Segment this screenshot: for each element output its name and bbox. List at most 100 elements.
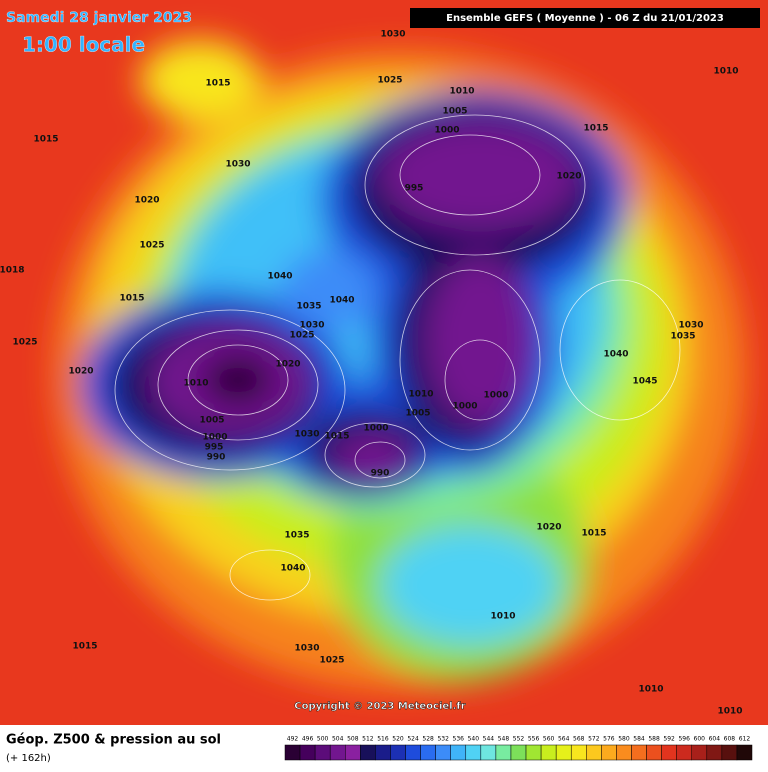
isobar-label: 1040: [267, 272, 292, 282]
isobar-label: 1005: [405, 409, 430, 419]
colorbar-tick-label: 560: [543, 736, 555, 743]
colorbar-tick-label: 584: [633, 736, 645, 743]
isobar-label: 995: [205, 443, 224, 453]
colorbar-swatch: [465, 744, 482, 761]
isobar-label: 1025: [12, 338, 37, 348]
colorbar-tick-label: 564: [558, 736, 570, 743]
isobar-label: 1020: [134, 196, 159, 206]
isobar-label: 1000: [452, 402, 477, 412]
isobar-label: 1015: [119, 294, 144, 304]
isobar-label: 1020: [536, 523, 561, 533]
colorbar-swatch: [646, 744, 662, 761]
colorbar-tick-label: 600: [694, 736, 706, 743]
isobar-label: 1010: [449, 87, 474, 97]
isobar-label: 1030: [678, 321, 703, 331]
lead-time: (+ 162h): [6, 753, 51, 764]
colorbar-swatch: [691, 744, 708, 761]
isobar-label: 995: [405, 184, 424, 194]
colorbar-swatch: [706, 744, 723, 761]
colorbar-tick-label: 576: [603, 736, 615, 743]
isobar-label: 1010: [717, 707, 742, 717]
isobar-label: 1015: [72, 642, 97, 652]
isobar-label: 1045: [632, 377, 657, 387]
colorbar-swatch: [329, 744, 346, 761]
colorbar-swatch: [525, 744, 542, 761]
isobar-label: 1030: [225, 160, 250, 170]
colorbar-tick-label: 504: [332, 736, 344, 743]
colorbar-swatch: [721, 744, 738, 761]
colorbar-tick-label: 516: [377, 736, 389, 743]
colorbar-swatch: [495, 744, 512, 761]
model-box: [410, 8, 760, 28]
isobar-label: 1010: [638, 685, 663, 695]
isobar-label: 1015: [205, 79, 230, 89]
isobar-label: 990: [371, 469, 390, 479]
colorbar-swatch: [314, 744, 331, 761]
isobar-label: 1005: [442, 107, 467, 117]
isobar-label: 1015: [581, 529, 606, 539]
isobar-label: 1025: [289, 331, 314, 341]
colorbar-swatch: [661, 744, 677, 761]
colorbar-tick-label: 608: [724, 736, 736, 743]
colorbar-tick-label: 536: [453, 736, 465, 743]
colorbar-tick-label: 512: [362, 736, 374, 743]
isobar-label: 1025: [377, 76, 402, 86]
colorbar-tick-label: 556: [528, 736, 540, 743]
colorbar-tick-label: 548: [498, 736, 510, 743]
colorbar-tick-label: 604: [709, 736, 721, 743]
isobar-label: 1015: [583, 124, 608, 134]
isobar-label: 1035: [296, 302, 321, 312]
colorbar-swatch: [555, 744, 572, 761]
isobar-label: 1030: [294, 430, 319, 440]
colorbar-swatch: [360, 744, 376, 761]
isobar-label: 1025: [319, 656, 344, 666]
isobar-label: 1010: [408, 390, 433, 400]
colorbar-tick-label: 580: [618, 736, 630, 743]
colorbar-swatch: [676, 744, 692, 761]
isobar-label: 1005: [199, 416, 224, 426]
isobar-label: 1010: [713, 67, 738, 77]
isobar-label: 1018: [0, 266, 25, 276]
colorbar-tick-label: 496: [302, 736, 314, 743]
colorbar-swatch: [616, 744, 632, 761]
isobar-label: 1030: [294, 644, 319, 654]
footer-title: Géop. Z500 & pression au sol: [6, 733, 221, 748]
isobar-label: 1035: [670, 332, 695, 342]
colorbar-tick-label: 492: [287, 736, 299, 743]
colorbar-swatch: [345, 744, 361, 761]
isobar-label: 1020: [68, 367, 93, 377]
isobar-label: 990: [207, 453, 226, 463]
isobar-label: 1015: [33, 135, 58, 145]
isobar-label: 1040: [603, 350, 628, 360]
isobar-label: 1030: [299, 321, 324, 331]
copyright: Copyright © 2023 Meteociel.fr: [294, 701, 465, 712]
colorbar-swatch: [540, 744, 557, 761]
isobar-label: 1000: [202, 433, 227, 443]
isobar-label: 1010: [183, 379, 208, 389]
colorbar-tick-label: 552: [513, 736, 525, 743]
isobar-label: 1000: [483, 391, 508, 401]
colorbar-tick-label: 528: [422, 736, 434, 743]
colorbar-tick-label: 592: [663, 736, 675, 743]
isobar-label: 1000: [363, 424, 388, 434]
colorbar-tick-label: 588: [648, 736, 660, 743]
isobar-label: 1020: [275, 360, 300, 370]
colorbar-swatch: [480, 744, 497, 761]
colorbar-swatch: [390, 744, 406, 761]
isobar-label: 1030: [380, 30, 405, 40]
colorbar-swatch: [586, 744, 602, 761]
isobar-label: 1040: [329, 296, 354, 306]
colorbar-tick-label: 500: [317, 736, 329, 743]
isobar-label: 1040: [280, 564, 305, 574]
colorbar-swatch: [435, 744, 451, 761]
colorbar-swatch: [420, 744, 436, 761]
isobar-label: 1035: [284, 531, 309, 541]
colorbar-tick-label: 508: [347, 736, 359, 743]
isobar-label: 1020: [556, 172, 581, 182]
local-time: 1:00 locale: [22, 33, 145, 57]
isobar-label: 1010: [490, 612, 515, 622]
colorbar-tick-label: 568: [573, 736, 585, 743]
map-field: [0, 0, 768, 725]
isobar-label: 1025: [139, 241, 164, 251]
